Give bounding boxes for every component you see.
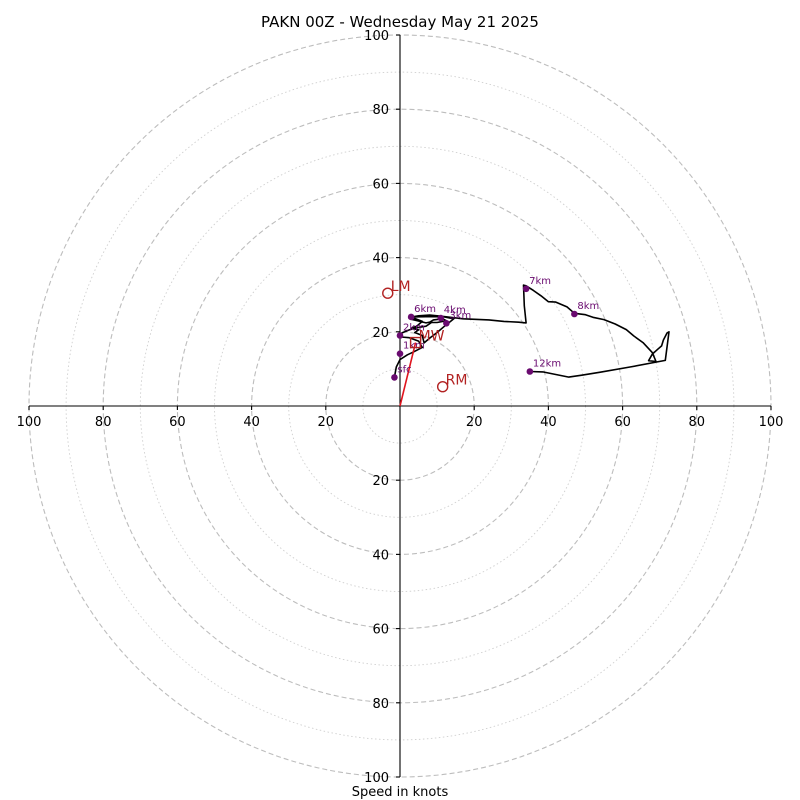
x-tick-label: 100 <box>17 415 42 430</box>
storm-motion-lm <box>382 287 394 299</box>
x-tick-label: 40 <box>540 415 557 430</box>
height-label-1km: 1km <box>403 341 425 352</box>
y-tick-label: 80 <box>372 697 389 712</box>
axis-tick-labels: 100 80 60 40 20 20 40 60 80 100 100 80 60 40 20 20 40 60 8… <box>17 29 784 786</box>
height-marker-12km <box>526 368 534 375</box>
height-label-7km: 7km <box>529 276 551 287</box>
y-tick-label: 60 <box>372 623 389 638</box>
height-marker-4km <box>437 314 445 322</box>
y-tick-label: 40 <box>372 548 389 563</box>
x-tick-label: 80 <box>689 415 706 430</box>
y-tick-label: 60 <box>372 177 389 192</box>
height-label-4km: 4km <box>444 305 466 316</box>
height-marker-3km <box>443 319 450 327</box>
storm-motion-rm <box>436 381 449 393</box>
height-marker-2km <box>396 332 404 339</box>
y-tick-label: 40 <box>372 252 389 267</box>
mean-wind-vector <box>399 342 417 407</box>
height-marker-6km <box>407 313 415 321</box>
x-tick-label: 100 <box>759 415 784 430</box>
height-label-3km: 3km <box>449 310 471 321</box>
x-tick-label: 20 <box>318 415 335 430</box>
height-label-6km: 6km <box>414 304 436 315</box>
hodograph-trace-group <box>393 284 670 407</box>
x-tick-label: 80 <box>95 415 112 430</box>
storm-motion-label-rm: RM <box>446 373 468 389</box>
y-tick-label: 80 <box>372 103 389 118</box>
storm-motion-label-lm: LM <box>391 279 411 295</box>
height-marker-8km <box>571 310 578 318</box>
storm-motion-markers: LM MW RM <box>382 279 468 393</box>
storm-motion-mw <box>409 336 422 349</box>
x-tick-label: 60 <box>614 415 631 430</box>
height-marker-7km <box>522 285 530 293</box>
hodograph-trace <box>393 284 670 378</box>
height-marker-1km <box>396 350 404 357</box>
height-label-12km: 12km <box>533 358 561 369</box>
storm-motion-label-mw: MW <box>419 329 445 345</box>
x-tick-label: 20 <box>466 415 483 430</box>
height-label-8km: 8km <box>577 301 599 312</box>
x-tick-label: 40 <box>243 415 260 430</box>
y-tick-label: 20 <box>372 326 389 341</box>
height-marker-sfc <box>391 374 398 381</box>
y-tick-label: 100 <box>364 771 389 786</box>
y-tick-label: 20 <box>372 474 389 489</box>
height-label-2km: 2km <box>403 323 425 334</box>
x-tick-label: 60 <box>169 415 186 430</box>
y-tick-label: 100 <box>364 29 389 44</box>
chart-title: PAKN 00Z - Wednesday May 21 2025 <box>261 13 539 31</box>
x-axis-label: Speed in knots <box>352 785 449 800</box>
height-label-sfc: sfc <box>397 364 411 375</box>
